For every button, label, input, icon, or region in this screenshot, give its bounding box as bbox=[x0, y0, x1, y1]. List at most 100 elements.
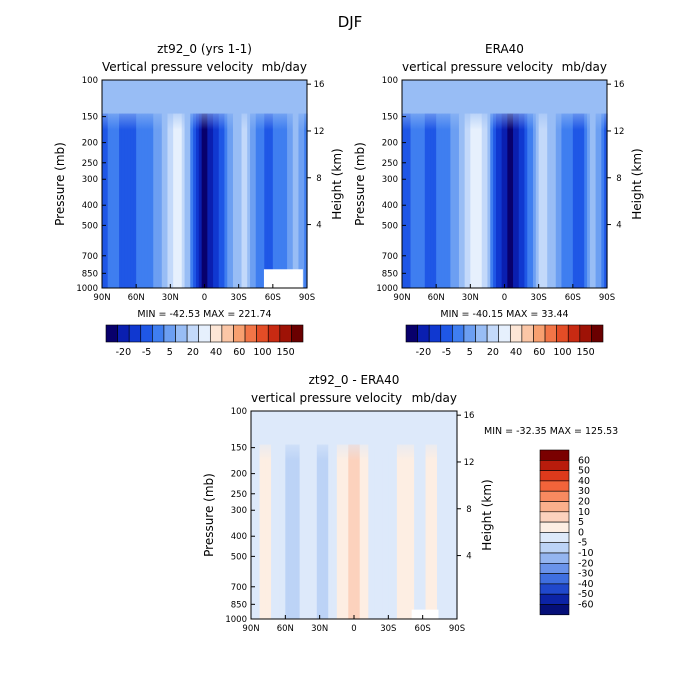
field-cell bbox=[564, 113, 568, 288]
field-cell bbox=[391, 444, 395, 619]
field-cell bbox=[251, 444, 255, 619]
field-cell bbox=[558, 113, 563, 288]
field-cell bbox=[484, 113, 489, 288]
colorbar-swatch bbox=[244, 324, 257, 343]
x-tick-label: 30N bbox=[162, 293, 179, 303]
y-right-tick-label: 8 bbox=[616, 174, 621, 184]
colorbar-swatch bbox=[175, 324, 188, 343]
figure-title: DJF bbox=[338, 13, 363, 31]
field-cell bbox=[256, 444, 261, 619]
field-cell bbox=[541, 113, 545, 288]
field-cell bbox=[433, 113, 437, 288]
field-cell bbox=[305, 444, 309, 619]
field-cell bbox=[302, 444, 306, 619]
field-cell bbox=[244, 113, 248, 288]
panel-subtitle-left: vertical pressure velocity bbox=[251, 391, 402, 405]
field-cell bbox=[447, 113, 452, 288]
field-cell bbox=[104, 113, 109, 288]
field-cell bbox=[495, 113, 500, 288]
x-tick-label: 90S bbox=[599, 293, 615, 303]
field-cell bbox=[282, 444, 286, 619]
y-tick-label: 300 bbox=[231, 506, 247, 516]
field-cell bbox=[451, 444, 455, 619]
colorbar-swatch bbox=[539, 501, 570, 513]
x-tick-label: 0 bbox=[351, 624, 356, 634]
colorbar-label: 5 bbox=[167, 347, 173, 358]
colorbar-label: -5 bbox=[442, 347, 451, 358]
field-cell bbox=[284, 113, 288, 288]
field-cell bbox=[410, 113, 414, 288]
field-cell bbox=[121, 113, 126, 288]
field-cell bbox=[478, 113, 483, 288]
field-cell bbox=[467, 113, 471, 288]
field-cell bbox=[385, 444, 389, 619]
colorbar-swatch bbox=[567, 324, 581, 343]
y-right-tick-label: 16 bbox=[614, 80, 625, 90]
field-cell bbox=[107, 113, 112, 288]
field-cell bbox=[293, 444, 298, 619]
field-cell bbox=[316, 444, 321, 619]
field-cell bbox=[408, 444, 412, 619]
field-cell bbox=[247, 113, 251, 288]
field-cell bbox=[279, 444, 284, 619]
colorbar-label: 20 bbox=[578, 497, 590, 508]
field-cell bbox=[388, 444, 392, 619]
field-cell bbox=[439, 444, 444, 619]
panel-title: ERA40 bbox=[485, 42, 524, 56]
colorbar-swatch bbox=[539, 593, 570, 605]
y-tick-label: 850 bbox=[231, 600, 247, 610]
panel-subtitle-left: Vertical pressure velocity bbox=[102, 60, 253, 74]
x-tick-label: 30N bbox=[462, 293, 479, 303]
colorbar-swatch bbox=[463, 324, 476, 343]
field-cell bbox=[436, 113, 440, 288]
panel-subtitle-right: mb/day bbox=[562, 60, 607, 74]
field-cell bbox=[550, 113, 554, 288]
field-cell bbox=[402, 444, 407, 619]
field-cell bbox=[264, 113, 268, 288]
field-cell bbox=[396, 444, 401, 619]
field-cell bbox=[592, 113, 597, 288]
colorbar-swatch bbox=[539, 552, 570, 564]
field-cell bbox=[453, 113, 457, 288]
field-cell bbox=[587, 113, 591, 288]
y-right-tick-label: 12 bbox=[314, 127, 325, 137]
field-cell bbox=[313, 444, 318, 619]
field-cell bbox=[113, 113, 117, 288]
colorbar-swatch bbox=[452, 324, 465, 343]
field-cell bbox=[527, 113, 531, 288]
colorbar-label: 100 bbox=[553, 347, 571, 358]
colorbar-swatch bbox=[539, 573, 570, 585]
field-cell bbox=[481, 113, 486, 288]
colorbar-swatch bbox=[417, 324, 430, 343]
field-cell bbox=[456, 113, 460, 288]
colorbar-swatch bbox=[591, 324, 604, 343]
field-cell bbox=[382, 444, 387, 619]
y-tick-label: 200 bbox=[382, 139, 398, 149]
y-right-tick-label: 16 bbox=[464, 411, 475, 421]
colorbar-label: -10 bbox=[578, 548, 594, 559]
colorbar-label: 40 bbox=[578, 476, 590, 487]
field-cell bbox=[405, 444, 409, 619]
field-cell bbox=[584, 113, 588, 288]
field-cell bbox=[281, 113, 285, 288]
field-cell bbox=[110, 113, 114, 288]
field-cell bbox=[238, 113, 243, 288]
field-cell bbox=[153, 113, 157, 288]
field-cell bbox=[253, 444, 258, 619]
field-cell bbox=[419, 113, 423, 288]
colorbar-swatch bbox=[556, 324, 569, 343]
field-cell bbox=[295, 113, 300, 288]
field-cell bbox=[473, 113, 477, 288]
field-cell bbox=[287, 113, 291, 288]
colorbar-label: 30 bbox=[578, 486, 590, 497]
field-cell bbox=[413, 113, 417, 288]
panel-title: zt92_0 (yrs 1-1) bbox=[157, 42, 252, 56]
field-cell bbox=[173, 113, 177, 288]
colorbar-swatch bbox=[152, 324, 165, 343]
field-cell bbox=[144, 113, 149, 288]
x-tick-label: 60S bbox=[265, 293, 281, 303]
field-cell bbox=[328, 444, 332, 619]
field-cell bbox=[288, 444, 292, 619]
field-cell bbox=[322, 444, 326, 619]
field-cell bbox=[427, 113, 432, 288]
